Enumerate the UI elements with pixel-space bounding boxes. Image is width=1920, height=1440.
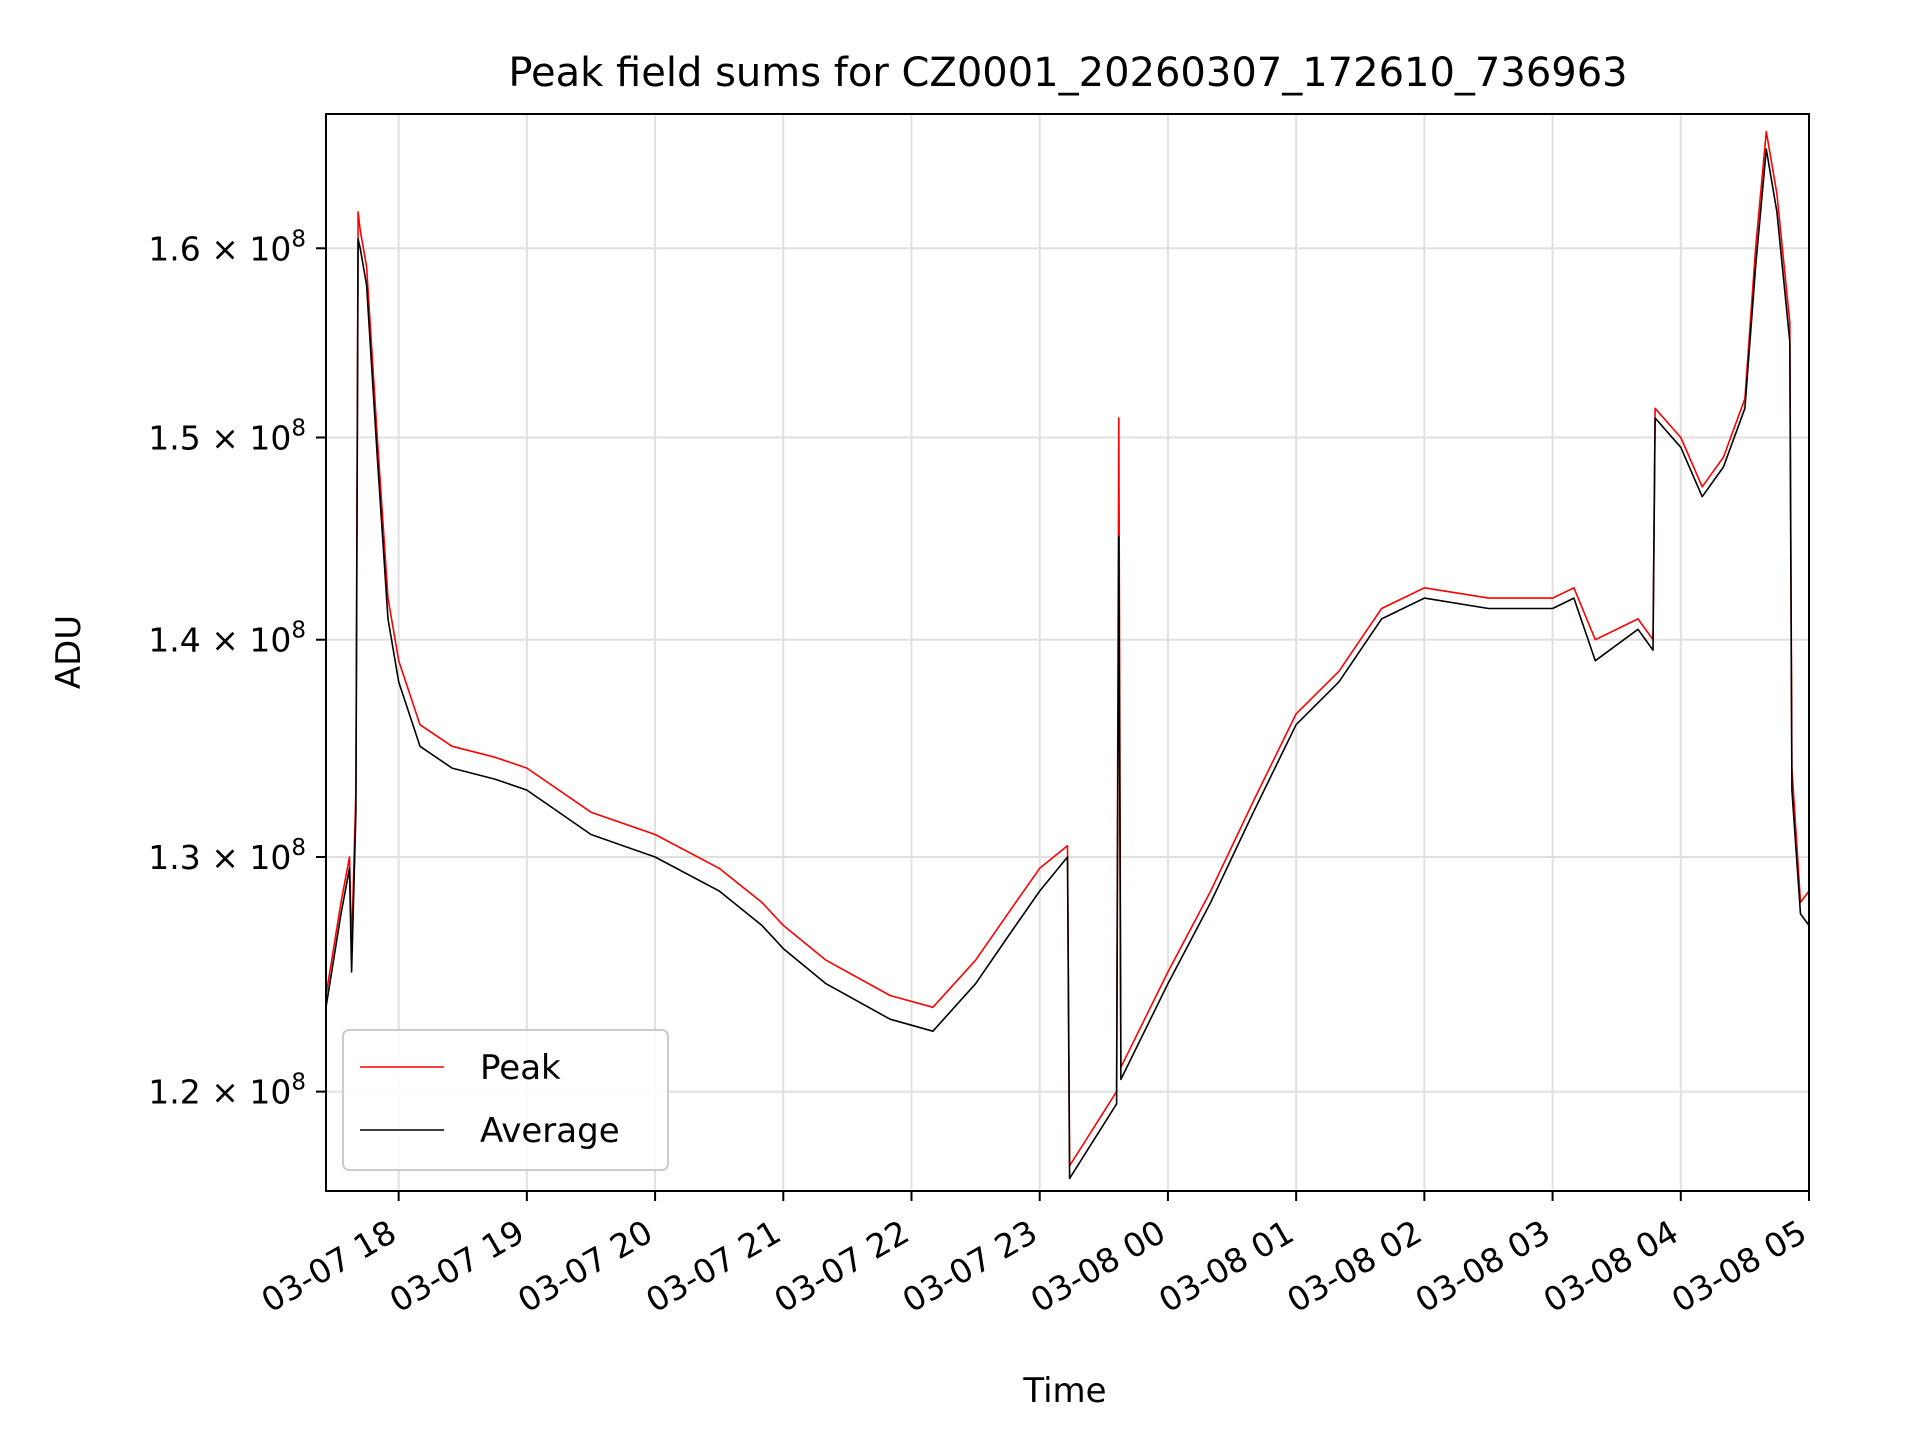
plot-lines [325,130,1810,1180]
legend-box [342,1029,669,1171]
plot-frame [325,113,1810,1192]
series-line-average [325,148,1810,1180]
y-tick-label: 1.5 × 108 [148,415,306,457]
y-tick-label: 1.3 × 108 [148,835,306,877]
series-line-peak [325,130,1810,1167]
x-axis-label: Time [1022,1371,1106,1411]
legend: Peak Average [342,1029,669,1171]
legend-label-peak: Peak [480,1048,561,1088]
legend-label-average: Average [480,1111,620,1151]
y-tick-label: 1.2 × 108 [148,1070,306,1112]
y-tick-label: 1.6 × 108 [148,226,306,268]
y-axis: 1.2 × 108 1.3 × 108 1.4 × 108 1.5 × 108 1.6 … [148,226,326,1112]
chart-title: Peak field sums for CZ0001_20260307_1726… [508,50,1627,96]
y-axis-label: ADU [49,615,89,689]
y-tick-label: 1.4 × 108 [148,618,306,660]
